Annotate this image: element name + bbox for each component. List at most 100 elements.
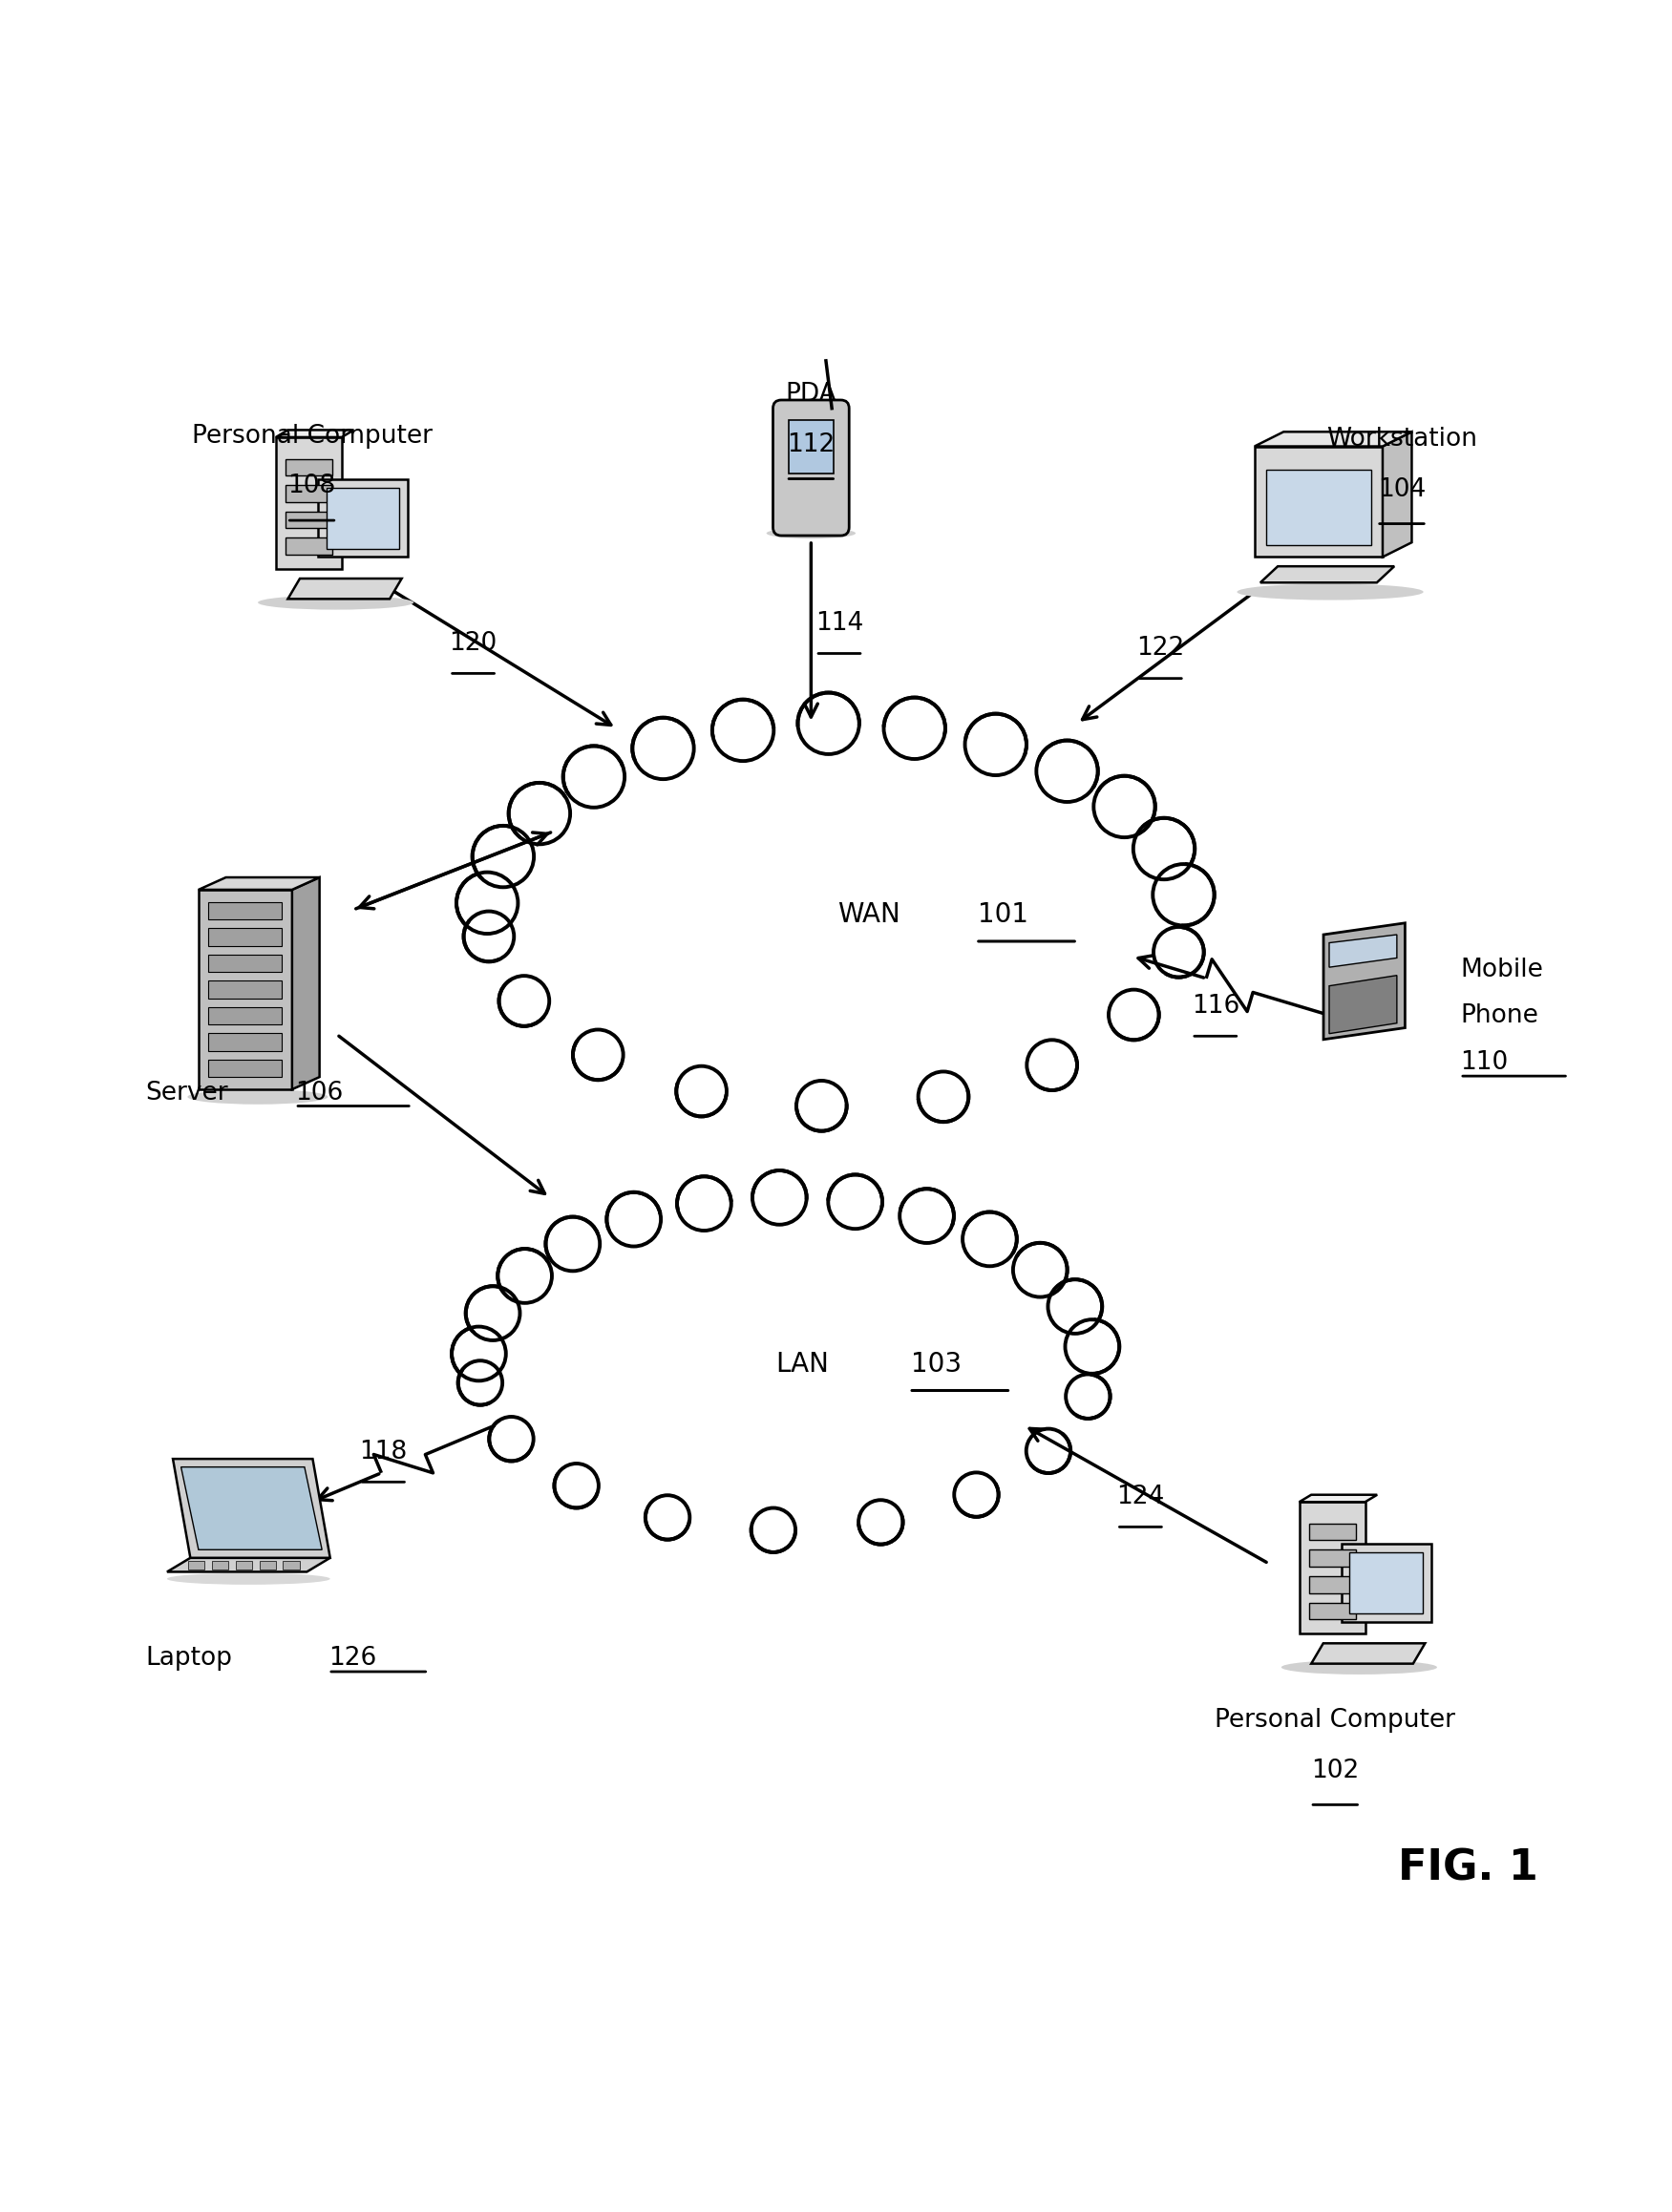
Circle shape	[649, 1500, 686, 1535]
Bar	[1309, 1551, 1356, 1566]
Text: 103: 103	[911, 1352, 961, 1378]
Circle shape	[1159, 869, 1209, 920]
Ellipse shape	[766, 529, 856, 540]
Text: 108: 108	[288, 473, 336, 498]
Circle shape	[1070, 1325, 1115, 1369]
Circle shape	[1027, 1429, 1070, 1473]
Circle shape	[905, 1194, 950, 1239]
Circle shape	[478, 832, 528, 883]
Circle shape	[833, 1179, 878, 1223]
Text: Workstation: Workstation	[1326, 427, 1476, 451]
Polygon shape	[1329, 936, 1396, 967]
Circle shape	[1139, 823, 1189, 874]
Circle shape	[612, 1197, 655, 1241]
Polygon shape	[199, 889, 293, 1088]
Circle shape	[456, 1332, 502, 1376]
Polygon shape	[1324, 922, 1404, 1040]
Circle shape	[798, 692, 859, 754]
Polygon shape	[1341, 1544, 1431, 1621]
Bar	[1309, 1524, 1356, 1540]
Polygon shape	[1299, 1495, 1378, 1502]
Circle shape	[803, 699, 854, 748]
Circle shape	[717, 706, 767, 757]
Circle shape	[1030, 1433, 1067, 1469]
Ellipse shape	[167, 1573, 329, 1584]
Circle shape	[712, 699, 774, 761]
Text: 104: 104	[1378, 478, 1426, 502]
Ellipse shape	[1281, 1659, 1436, 1674]
Circle shape	[1065, 1374, 1110, 1418]
Circle shape	[1032, 1044, 1073, 1086]
Bar	[209, 1060, 283, 1077]
Circle shape	[1109, 989, 1159, 1040]
Circle shape	[890, 703, 940, 754]
Polygon shape	[288, 580, 401, 599]
Circle shape	[1070, 1378, 1107, 1416]
Circle shape	[923, 1075, 965, 1117]
Ellipse shape	[1237, 584, 1423, 599]
Circle shape	[1134, 818, 1195, 880]
Circle shape	[1159, 931, 1199, 973]
Bar	[209, 956, 283, 971]
Circle shape	[498, 975, 550, 1026]
Circle shape	[508, 783, 570, 845]
Circle shape	[563, 745, 625, 807]
Text: Mobile: Mobile	[1460, 958, 1543, 982]
Polygon shape	[1383, 431, 1411, 557]
Circle shape	[1048, 1279, 1102, 1334]
Polygon shape	[1261, 566, 1394, 582]
Circle shape	[503, 980, 545, 1022]
Circle shape	[493, 1420, 530, 1458]
Bar	[283, 1562, 299, 1571]
Circle shape	[458, 1360, 502, 1405]
Circle shape	[965, 714, 1027, 774]
Circle shape	[466, 1285, 520, 1340]
Polygon shape	[276, 429, 354, 438]
Circle shape	[1152, 865, 1214, 925]
Circle shape	[645, 1495, 691, 1540]
Circle shape	[456, 872, 518, 933]
Circle shape	[1154, 927, 1204, 978]
Bar	[209, 902, 283, 920]
Bar	[1266, 469, 1371, 546]
Circle shape	[801, 1086, 843, 1126]
Bar	[209, 929, 283, 947]
Bar	[209, 1033, 283, 1051]
Circle shape	[918, 1071, 968, 1121]
Polygon shape	[1299, 1502, 1364, 1635]
Circle shape	[473, 825, 533, 887]
Circle shape	[757, 1175, 801, 1219]
Text: 124: 124	[1117, 1484, 1164, 1509]
Circle shape	[796, 1082, 846, 1130]
Text: 110: 110	[1460, 1051, 1508, 1075]
Bar	[286, 484, 333, 502]
Circle shape	[451, 1327, 507, 1380]
Text: 122: 122	[1137, 637, 1184, 661]
Circle shape	[955, 1473, 998, 1517]
Circle shape	[461, 1365, 498, 1400]
Circle shape	[756, 1513, 791, 1548]
Bar	[286, 538, 333, 555]
Circle shape	[675, 1066, 727, 1117]
Ellipse shape	[487, 723, 1185, 1106]
Circle shape	[470, 1292, 515, 1336]
Bar	[236, 1562, 252, 1571]
Text: Personal Computer: Personal Computer	[192, 425, 431, 449]
Circle shape	[550, 1221, 595, 1265]
Text: 126: 126	[328, 1646, 376, 1670]
Circle shape	[1093, 776, 1155, 838]
Polygon shape	[1254, 447, 1383, 557]
Text: 106: 106	[296, 1079, 343, 1106]
Circle shape	[968, 1217, 1012, 1261]
Circle shape	[970, 719, 1022, 770]
Bar	[1349, 1553, 1423, 1613]
Circle shape	[752, 1170, 806, 1225]
Text: 114: 114	[816, 611, 863, 635]
Circle shape	[884, 697, 945, 759]
Polygon shape	[293, 878, 319, 1088]
Bar	[789, 420, 833, 473]
Circle shape	[573, 1029, 624, 1079]
Ellipse shape	[478, 1197, 1093, 1531]
Ellipse shape	[482, 1199, 1090, 1528]
Circle shape	[568, 752, 619, 803]
